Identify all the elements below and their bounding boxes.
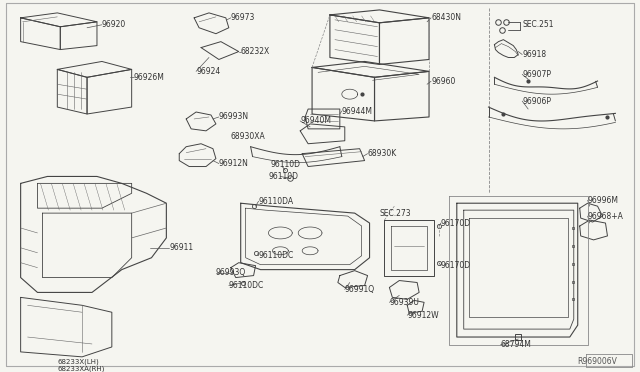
- Text: 96944M: 96944M: [342, 106, 373, 116]
- Text: 96170D: 96170D: [441, 218, 471, 228]
- Text: 96993N: 96993N: [219, 112, 249, 122]
- Text: 96960: 96960: [431, 77, 456, 86]
- Text: 96920: 96920: [102, 20, 126, 29]
- Text: 68233XA(RH): 68233XA(RH): [58, 366, 105, 372]
- Text: 96170D: 96170D: [441, 261, 471, 270]
- Text: 96110D: 96110D: [268, 172, 298, 181]
- Text: 68232X: 68232X: [241, 47, 270, 56]
- Text: 96912N: 96912N: [219, 159, 249, 168]
- Text: 96918: 96918: [522, 50, 547, 59]
- Text: 68430N: 68430N: [431, 13, 461, 22]
- Text: 96996M: 96996M: [588, 196, 619, 205]
- Text: 96991Q: 96991Q: [345, 285, 375, 294]
- Text: 96924: 96924: [196, 67, 220, 76]
- Text: 96110DC: 96110DC: [229, 281, 264, 290]
- Text: SEC.251: SEC.251: [522, 20, 554, 29]
- Text: 68930K: 68930K: [367, 149, 397, 158]
- Text: SEC.273: SEC.273: [380, 209, 411, 218]
- Text: R969006V: R969006V: [577, 357, 618, 366]
- Text: 96993Q: 96993Q: [216, 268, 246, 277]
- Text: 96907P: 96907P: [522, 70, 551, 79]
- Text: 96973: 96973: [231, 13, 255, 22]
- Text: 96939U: 96939U: [389, 298, 419, 307]
- Text: 68794M: 68794M: [500, 340, 531, 349]
- Text: 68233X(LH): 68233X(LH): [58, 359, 99, 365]
- Text: 96110DA: 96110DA: [259, 197, 294, 206]
- Text: 68930XA: 68930XA: [231, 132, 266, 141]
- Text: 96940M: 96940M: [300, 116, 331, 125]
- Text: 96968+A: 96968+A: [588, 212, 623, 221]
- Text: 96926M: 96926M: [134, 73, 164, 82]
- Text: 96911: 96911: [170, 243, 193, 252]
- Text: 96110D: 96110D: [271, 160, 300, 169]
- Text: 96912W: 96912W: [407, 311, 439, 320]
- Text: 96906P: 96906P: [522, 97, 551, 106]
- Text: 96110DC: 96110DC: [259, 251, 294, 260]
